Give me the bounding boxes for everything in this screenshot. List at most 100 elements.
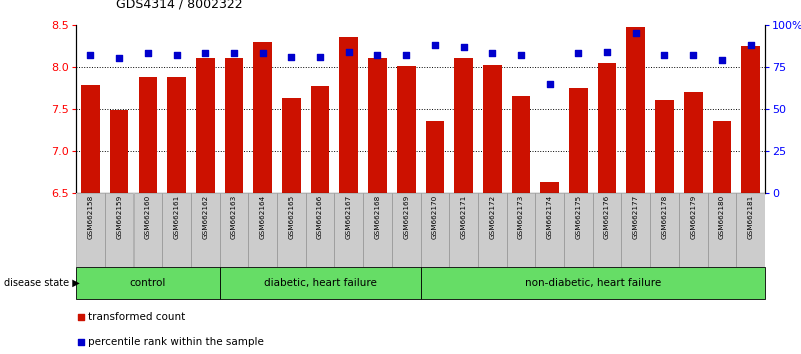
Text: GSM662176: GSM662176: [604, 195, 610, 239]
Bar: [684, 92, 702, 193]
Text: percentile rank within the sample: percentile rank within the sample: [88, 337, 264, 347]
Text: GSM662172: GSM662172: [489, 195, 495, 239]
Point: [113, 56, 126, 61]
Bar: [76, 267, 219, 299]
Point: [256, 51, 269, 56]
Bar: [622, 193, 650, 267]
Text: GSM662175: GSM662175: [575, 195, 582, 239]
Text: GSM662168: GSM662168: [375, 195, 380, 239]
Text: GSM662174: GSM662174: [547, 195, 553, 239]
Text: GSM662181: GSM662181: [747, 195, 754, 239]
Bar: [598, 63, 617, 193]
Bar: [396, 66, 416, 193]
Point: [744, 42, 757, 48]
Point: [400, 52, 413, 58]
Text: GSM662163: GSM662163: [231, 195, 237, 239]
Bar: [340, 38, 358, 193]
Bar: [139, 77, 157, 193]
Bar: [483, 65, 501, 193]
Text: GSM662166: GSM662166: [317, 195, 323, 239]
Bar: [454, 58, 473, 193]
Bar: [425, 121, 445, 193]
Text: GSM662169: GSM662169: [403, 195, 409, 239]
Point: [572, 51, 585, 56]
Point: [514, 52, 527, 58]
Text: GSM662159: GSM662159: [116, 195, 122, 239]
Bar: [626, 27, 645, 193]
Bar: [81, 85, 100, 193]
Text: GSM662161: GSM662161: [174, 195, 179, 239]
Bar: [368, 58, 387, 193]
Bar: [506, 193, 535, 267]
Bar: [253, 41, 272, 193]
Text: GSM662158: GSM662158: [87, 195, 94, 239]
Text: GSM662178: GSM662178: [662, 195, 667, 239]
Point: [658, 52, 671, 58]
Text: diabetic, heart failure: diabetic, heart failure: [264, 278, 376, 288]
Bar: [167, 77, 186, 193]
Bar: [219, 193, 248, 267]
Bar: [650, 193, 678, 267]
Point: [170, 52, 183, 58]
Point: [289, 214, 302, 219]
Point: [199, 51, 211, 56]
Text: GDS4314 / 8002322: GDS4314 / 8002322: [116, 0, 243, 11]
Point: [342, 49, 355, 55]
Point: [84, 52, 97, 58]
Bar: [311, 86, 329, 193]
Point: [486, 51, 499, 56]
Bar: [134, 193, 162, 267]
Point: [630, 30, 642, 36]
Bar: [105, 193, 134, 267]
Bar: [196, 58, 215, 193]
Bar: [541, 182, 559, 193]
Point: [686, 52, 699, 58]
Bar: [277, 193, 306, 267]
Bar: [282, 98, 300, 193]
Bar: [736, 193, 765, 267]
Bar: [224, 58, 244, 193]
Point: [457, 44, 470, 50]
Bar: [564, 193, 593, 267]
Text: GSM662177: GSM662177: [633, 195, 638, 239]
Text: GSM662162: GSM662162: [203, 195, 208, 239]
Point: [715, 57, 728, 63]
Text: GSM662179: GSM662179: [690, 195, 696, 239]
Bar: [512, 96, 530, 193]
Point: [543, 81, 556, 86]
Bar: [655, 101, 674, 193]
Bar: [162, 193, 191, 267]
Point: [314, 54, 327, 59]
Point: [429, 42, 441, 48]
Point: [142, 51, 155, 56]
Bar: [421, 267, 765, 299]
Bar: [219, 267, 421, 299]
Bar: [110, 110, 128, 193]
Point: [285, 54, 298, 59]
Bar: [478, 193, 506, 267]
Bar: [713, 121, 731, 193]
Bar: [306, 193, 334, 267]
Bar: [76, 193, 105, 267]
Bar: [421, 193, 449, 267]
Bar: [569, 88, 588, 193]
Bar: [741, 46, 760, 193]
Bar: [678, 193, 707, 267]
Text: transformed count: transformed count: [88, 312, 185, 322]
Text: GSM662164: GSM662164: [260, 195, 266, 239]
Text: GSM662171: GSM662171: [461, 195, 466, 239]
Bar: [535, 193, 564, 267]
Point: [601, 49, 614, 55]
Text: GSM662170: GSM662170: [432, 195, 438, 239]
Text: GSM662180: GSM662180: [719, 195, 725, 239]
Point: [227, 51, 240, 56]
Text: GSM662173: GSM662173: [518, 195, 524, 239]
Bar: [593, 193, 622, 267]
Text: disease state ▶: disease state ▶: [4, 278, 80, 288]
Bar: [449, 193, 478, 267]
Bar: [707, 193, 736, 267]
Bar: [392, 193, 421, 267]
Text: control: control: [130, 278, 166, 288]
Text: GSM662167: GSM662167: [346, 195, 352, 239]
Text: GSM662165: GSM662165: [288, 195, 294, 239]
